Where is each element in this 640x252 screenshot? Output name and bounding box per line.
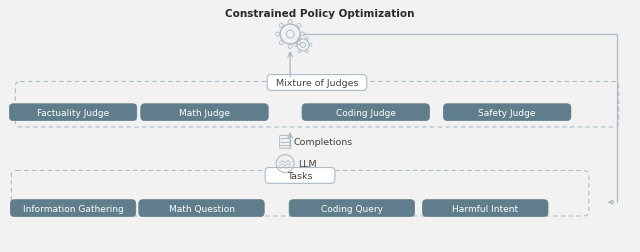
- FancyBboxPatch shape: [289, 200, 415, 217]
- Text: Math Question: Math Question: [168, 204, 234, 213]
- Text: Safety Judge: Safety Judge: [479, 108, 536, 117]
- FancyBboxPatch shape: [10, 104, 137, 121]
- Text: Coding Query: Coding Query: [321, 204, 383, 213]
- FancyBboxPatch shape: [10, 200, 136, 217]
- FancyBboxPatch shape: [141, 104, 268, 121]
- FancyBboxPatch shape: [268, 75, 367, 91]
- Text: Information Gathering: Information Gathering: [22, 204, 124, 213]
- FancyBboxPatch shape: [265, 168, 335, 184]
- FancyBboxPatch shape: [139, 200, 264, 217]
- FancyBboxPatch shape: [444, 104, 571, 121]
- Text: Coding Judge: Coding Judge: [336, 108, 396, 117]
- Text: Mixture of Judges: Mixture of Judges: [276, 79, 358, 88]
- Text: Math Judge: Math Judge: [179, 108, 230, 117]
- FancyBboxPatch shape: [302, 104, 429, 121]
- Text: Tasks: Tasks: [287, 171, 313, 180]
- Text: Constrained Policy Optimization: Constrained Policy Optimization: [225, 9, 415, 19]
- FancyBboxPatch shape: [422, 200, 548, 217]
- Text: LLM: LLM: [298, 160, 317, 168]
- Text: Harmful Intent: Harmful Intent: [452, 204, 518, 213]
- Text: Factuality Judge: Factuality Judge: [37, 108, 109, 117]
- Text: Completions: Completions: [294, 138, 353, 147]
